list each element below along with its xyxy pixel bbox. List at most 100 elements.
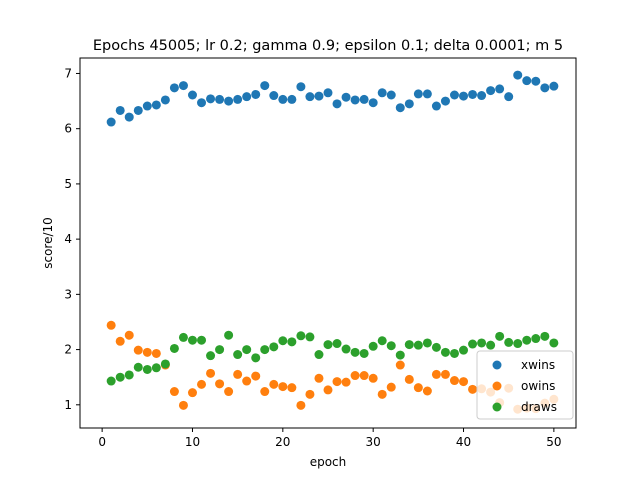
xwins-point xyxy=(251,89,261,99)
draws-point xyxy=(178,332,188,342)
xwins-point xyxy=(323,88,333,98)
owins-point xyxy=(233,369,243,379)
owins-point xyxy=(386,382,396,392)
draws-point xyxy=(142,364,152,374)
xwins-point xyxy=(160,95,170,105)
owins-point xyxy=(359,371,369,381)
xwins-point xyxy=(395,103,405,113)
xwins-point xyxy=(169,83,179,93)
y-tick-label: 6 xyxy=(64,122,72,136)
draws-point xyxy=(187,335,197,345)
xwins-point xyxy=(314,91,324,101)
xwins-point xyxy=(486,86,496,96)
draws-point xyxy=(404,340,414,350)
draws-point xyxy=(468,339,478,349)
owins-point xyxy=(151,348,161,358)
draws-point xyxy=(522,335,532,345)
xwins-point xyxy=(215,94,225,104)
xwins-point xyxy=(549,81,559,91)
legend-marker-draws xyxy=(492,402,502,412)
xwins-point xyxy=(178,81,188,91)
x-tick-label: 10 xyxy=(185,435,200,449)
data-points xyxy=(106,70,559,414)
owins-point xyxy=(242,376,252,386)
draws-point xyxy=(513,339,523,349)
owins-point xyxy=(106,320,116,330)
draws-point xyxy=(323,340,333,350)
legend-label-xwins: xwins xyxy=(521,358,555,372)
owins-point xyxy=(468,384,478,394)
draws-point xyxy=(115,372,125,382)
owins-point xyxy=(187,388,197,398)
owins-point xyxy=(133,345,143,355)
xwins-point xyxy=(242,92,252,102)
owins-point xyxy=(278,382,288,392)
xwins-point xyxy=(386,90,396,100)
owins-point xyxy=(178,400,188,410)
legend-marker-xwins xyxy=(492,360,502,370)
draws-point xyxy=(197,335,207,345)
xwins-point xyxy=(124,112,134,122)
draws-point xyxy=(395,350,405,360)
x-tick-label: 20 xyxy=(275,435,290,449)
draws-point xyxy=(422,338,432,348)
xwins-point xyxy=(269,91,279,101)
xwins-point xyxy=(260,81,270,91)
draws-point xyxy=(314,350,324,360)
owins-point xyxy=(206,368,216,378)
xwins-point xyxy=(341,92,351,102)
draws-point xyxy=(296,331,306,341)
draws-point xyxy=(495,331,505,341)
xwins-point xyxy=(350,95,360,105)
owins-point xyxy=(431,369,441,379)
draws-point xyxy=(224,330,234,340)
legend-label-owins: owins xyxy=(521,379,555,393)
xwins-point xyxy=(278,94,288,104)
xwins-point xyxy=(449,90,459,100)
y-tick-label: 5 xyxy=(64,177,72,191)
x-axis-ticks: 0 10 20 30 40 50 xyxy=(98,428,562,449)
xwins-point xyxy=(296,82,306,92)
y-tick-label: 2 xyxy=(64,343,72,357)
owins-point xyxy=(404,374,414,384)
xwins-point xyxy=(133,105,143,115)
owins-point xyxy=(169,387,179,397)
xwins-point xyxy=(332,99,342,109)
x-tick-label: 50 xyxy=(546,435,561,449)
owins-point xyxy=(323,385,333,395)
owins-point xyxy=(440,369,450,379)
owins-point xyxy=(459,377,469,387)
xwins-point xyxy=(440,96,450,106)
draws-point xyxy=(124,370,134,380)
chart-title: Epochs 45005; lr 0.2; gamma 0.9; epsilon… xyxy=(93,38,563,54)
xwins-point xyxy=(431,101,441,111)
y-tick-label: 4 xyxy=(64,232,72,246)
draws-point xyxy=(459,345,469,355)
draws-point xyxy=(413,340,423,350)
y-axis-label: score/10 xyxy=(41,217,55,269)
xwins-point xyxy=(368,98,378,108)
owins-point xyxy=(449,376,459,386)
draws-point xyxy=(440,347,450,357)
owins-point xyxy=(422,386,432,396)
xwins-point xyxy=(151,100,161,110)
xwins-point xyxy=(197,98,207,108)
xwins-point xyxy=(359,94,369,104)
draws-point xyxy=(260,345,270,355)
owins-point xyxy=(341,377,351,387)
draws-point xyxy=(233,350,243,360)
x-tick-label: 30 xyxy=(366,435,381,449)
draws-point xyxy=(215,345,225,355)
owins-point xyxy=(305,389,315,399)
draws-point xyxy=(278,336,288,346)
owins-point xyxy=(260,387,270,397)
owins-point xyxy=(224,387,234,397)
xwins-point xyxy=(305,92,315,102)
xwins-point xyxy=(206,94,216,104)
xwins-point xyxy=(404,99,414,109)
draws-point xyxy=(341,344,351,354)
draws-point xyxy=(169,343,179,353)
xwins-point xyxy=(377,88,387,98)
legend-box xyxy=(476,350,574,420)
